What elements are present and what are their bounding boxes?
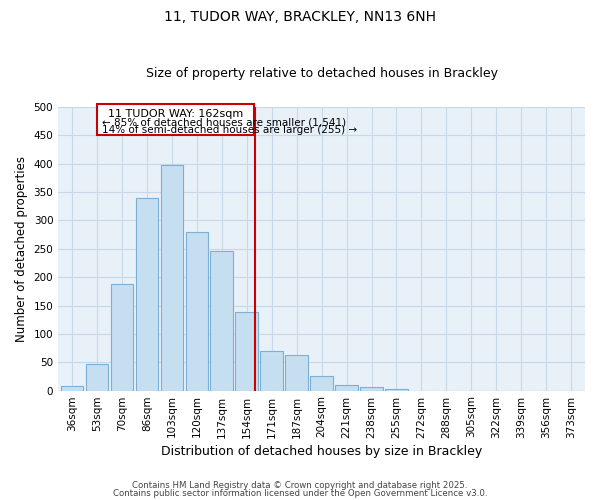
Bar [335,385,358,390]
Bar [235,312,258,390]
Bar [185,232,208,390]
Bar [136,198,158,390]
Bar [360,386,383,390]
Text: 11 TUDOR WAY: 162sqm: 11 TUDOR WAY: 162sqm [108,109,243,119]
Bar [110,284,133,391]
Text: ← 85% of detached houses are smaller (1,541): ← 85% of detached houses are smaller (1,… [102,118,346,128]
Text: 14% of semi-detached houses are larger (255) →: 14% of semi-detached houses are larger (… [102,125,357,135]
X-axis label: Distribution of detached houses by size in Brackley: Distribution of detached houses by size … [161,444,482,458]
Text: Contains public sector information licensed under the Open Government Licence v3: Contains public sector information licen… [113,488,487,498]
Y-axis label: Number of detached properties: Number of detached properties [15,156,28,342]
Bar [310,376,333,390]
Bar [286,356,308,390]
Text: 11, TUDOR WAY, BRACKLEY, NN13 6NH: 11, TUDOR WAY, BRACKLEY, NN13 6NH [164,10,436,24]
Bar [161,165,183,390]
Title: Size of property relative to detached houses in Brackley: Size of property relative to detached ho… [146,66,497,80]
Text: Contains HM Land Registry data © Crown copyright and database right 2025.: Contains HM Land Registry data © Crown c… [132,481,468,490]
Bar [86,364,108,390]
Bar [61,386,83,390]
Bar [211,251,233,390]
Bar [260,351,283,391]
FancyBboxPatch shape [97,104,254,136]
